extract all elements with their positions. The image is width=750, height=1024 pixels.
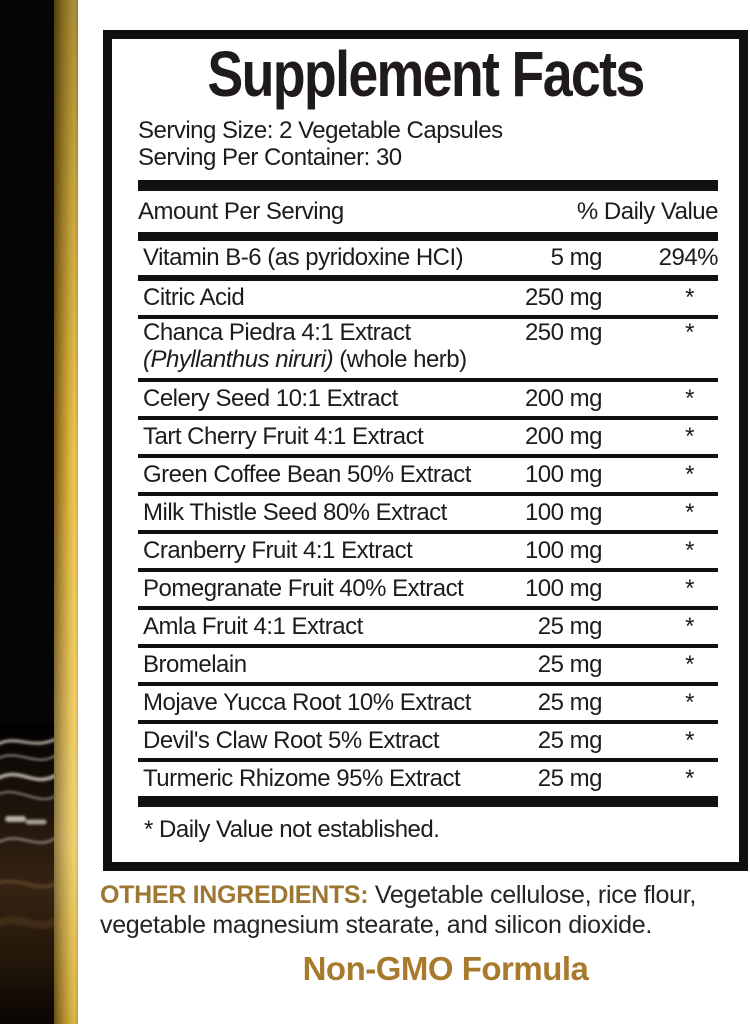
ingredient-name: Milk Thistle Seed 80% Extract (143, 499, 447, 526)
ingredient-name: Amla Fruit 4:1 Extract (143, 613, 363, 640)
table-row: Tart Cherry Fruit 4:1 Extract 200 mg * (138, 420, 718, 454)
table-row: Mojave Yucca Root 10% Extract 25 mg * (138, 686, 718, 720)
ingredient-name: Turmeric Rhizome 95% Extract (143, 765, 461, 792)
ingredient-amount: 200 mg (524, 385, 603, 412)
row-separator (138, 315, 718, 319)
ingredient-daily-value: * (685, 461, 694, 488)
bottle-swirl-decoration (0, 724, 54, 1024)
ingredient-name: Green Coffee Bean 50% Extract (143, 461, 471, 488)
ingredient-daily-value: * (685, 423, 694, 450)
ingredient-amount: 250 mg (524, 319, 603, 346)
ingredient-name: Tart Cherry Fruit 4:1 Extract (143, 423, 424, 450)
ingredient-daily-value: * (685, 284, 694, 311)
daily-value-header: % Daily Value (576, 197, 719, 225)
servings-per-container: Serving Per Container: 30 (138, 144, 402, 171)
facts-table: Serving Size: 2 Vegetable Capsules Servi… (138, 117, 719, 844)
ingredient-amount: 25 mg (537, 689, 603, 716)
gold-accent-strip (54, 0, 78, 1024)
daily-value-footnote: * Daily Value not established. (144, 816, 440, 843)
row-separator (138, 530, 718, 534)
table-row: Pomegranate Fruit 40% Extract 100 mg * (138, 572, 718, 606)
ingredient-daily-value: * (685, 499, 694, 526)
panel-title: Supplement Facts (207, 38, 645, 110)
amount-per-serving-header: Amount Per Serving (138, 197, 344, 225)
ingredient-name: Chanca Piedra 4:1 Extract (143, 319, 411, 346)
ingredient-name: Bromelain (143, 651, 247, 678)
row-separator (138, 454, 718, 458)
ingredient-name: Citric Acid (143, 284, 245, 311)
ingredient-daily-value: * (685, 537, 694, 564)
ingredient-daily-value: * (685, 689, 694, 716)
bottle-photo-edge (0, 0, 54, 1024)
row-separator (138, 644, 718, 648)
table-row: Vitamin B-6 (as pyridoxine HCI) 5 mg 294% (138, 241, 719, 275)
row-separator (138, 758, 718, 762)
row-separator (138, 416, 718, 420)
ingredient-amount: 25 mg (537, 765, 603, 792)
ingredient-name: Cranberry Fruit 4:1 Extract (143, 537, 413, 564)
ingredient-name: Celery Seed 10:1 Extract (143, 385, 398, 412)
other-ingredients: OTHER INGREDIENTS: Vegetable cellulose, … (100, 880, 750, 940)
row-separator (138, 606, 718, 610)
ingredient-daily-value: * (685, 651, 694, 678)
ingredient-amount: 100 mg (524, 499, 603, 526)
ingredient-amount: 25 mg (537, 613, 603, 640)
ingredient-amount: 250 mg (524, 284, 603, 311)
table-row: Citric Acid 250 mg * (138, 281, 718, 315)
row-separator (138, 492, 718, 496)
table-row: Green Coffee Bean 50% Extract 100 mg * (138, 458, 718, 492)
thick-rule-header (138, 232, 718, 241)
row-separator (138, 378, 718, 382)
ingredient-name: Devil's Claw Root 5% Extract (143, 727, 440, 754)
ingredient-daily-value: * (685, 319, 694, 346)
table-row: Turmeric Rhizome 95% Extract 25 mg * (138, 762, 718, 796)
thick-rule-bottom (138, 796, 718, 807)
other-ingredients-label: OTHER INGREDIENTS: (100, 881, 369, 909)
ingredient-botanical-name: (Phyllanthus niruri) (whole herb) (143, 346, 467, 373)
table-row: Cranberry Fruit 4:1 Extract 100 mg * (138, 534, 718, 568)
supplement-facts-panel: Supplement Facts Serving Size: 2 Vegetab… (103, 30, 748, 871)
table-row: Devil's Claw Root 5% Extract 25 mg * (138, 724, 718, 758)
table-row: Celery Seed 10:1 Extract 200 mg * (138, 382, 718, 416)
ingredient-amount: 100 mg (524, 537, 603, 564)
ingredient-amount: 100 mg (524, 575, 603, 602)
row-separator (138, 568, 718, 572)
table-row: Milk Thistle Seed 80% Extract 100 mg * (138, 496, 718, 530)
ingredient-daily-value: 294% (658, 244, 719, 271)
ingredient-amount: 5 mg (550, 244, 603, 271)
ingredient-name: Mojave Yucca Root 10% Extract (143, 689, 471, 716)
ingredient-daily-value: * (685, 765, 694, 792)
ingredient-name: Pomegranate Fruit 40% Extract (143, 575, 464, 602)
table-row: Chanca Piedra 4:1 Extract 250 mg * (Phyllan… (138, 319, 718, 378)
ingredient-amount: 100 mg (524, 461, 603, 488)
ingredient-daily-value: * (685, 575, 694, 602)
ingredient-amount: 25 mg (537, 727, 603, 754)
bottom-text-block: OTHER INGREDIENTS: Vegetable cellulose, … (100, 880, 750, 987)
thick-rule-top (138, 180, 718, 191)
ingredient-amount: 200 mg (524, 423, 603, 450)
ingredient-daily-value: * (685, 727, 694, 754)
ingredient-amount: 25 mg (537, 651, 603, 678)
column-header-row: Amount Per Serving % Daily Value (138, 191, 719, 232)
ingredient-daily-value: * (685, 613, 694, 640)
table-row: Amla Fruit 4:1 Extract 25 mg * (138, 610, 718, 644)
ingredient-name: Vitamin B-6 (as pyridoxine HCI) (143, 244, 464, 271)
serving-size: Serving Size: 2 Vegetable Capsules (138, 117, 503, 144)
row-separator (138, 275, 718, 281)
non-gmo-formula: Non-GMO Formula (302, 950, 589, 987)
table-row: Bromelain 25 mg * (138, 648, 718, 682)
row-separator (138, 720, 718, 724)
row-separator (138, 682, 718, 686)
other-ingredients-text: Vegetable cellulose, rice flour, vegetab… (100, 881, 697, 939)
ingredient-rows: Vitamin B-6 (as pyridoxine HCI) 5 mg 294% C… (138, 241, 719, 796)
ingredient-daily-value: * (685, 385, 694, 412)
